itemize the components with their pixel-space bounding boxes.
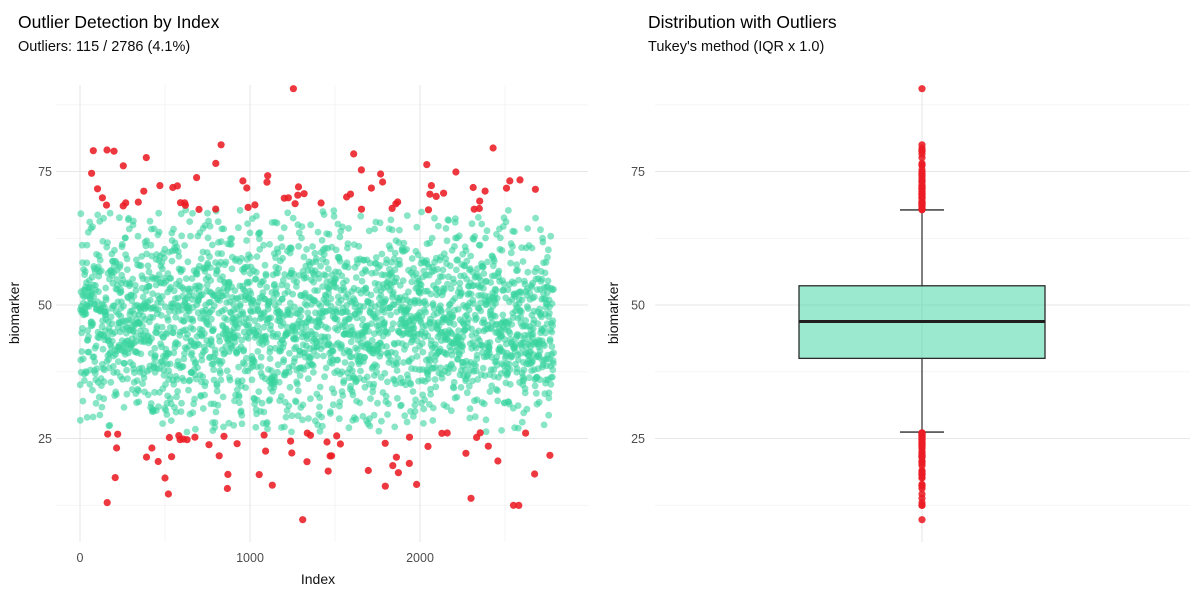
scatter-xtick-0: 0 xyxy=(77,551,84,565)
boxplot-panel: Distribution with Outliers Tukey's metho… xyxy=(605,12,1190,542)
scatter-subtitle: Outliers: 115 / 2786 (4.1%) xyxy=(18,39,190,55)
boxplot-geometry xyxy=(798,209,1046,433)
scatter-points-outlier xyxy=(88,85,554,524)
scatter-ytick-50: 50 xyxy=(38,299,52,313)
boxplot-ytick-75: 75 xyxy=(631,165,645,179)
boxplot-subtitle: Tukey's method (IQR x 1.0) xyxy=(648,39,824,55)
scatter-xtick-2000: 2000 xyxy=(406,551,434,565)
boxplot-ytick-50: 50 xyxy=(631,299,645,313)
scatter-ytick-25: 25 xyxy=(38,432,52,446)
scatter-panel: Outlier Detection by Index Outliers: 115… xyxy=(6,12,588,587)
scatter-ytick-75: 75 xyxy=(38,165,52,179)
boxplot-outlier-points xyxy=(918,85,926,524)
scatter-yaxis-title: biomarker xyxy=(6,282,22,345)
boxplot-title: Distribution with Outliers xyxy=(648,12,837,32)
scatter-xaxis-title: Index xyxy=(301,571,335,587)
boxplot-ytick-25: 25 xyxy=(631,432,645,446)
scatter-xtick-1000: 1000 xyxy=(236,551,264,565)
boxplot-yaxis-title: biomarker xyxy=(605,282,621,345)
scatter-title: Outlier Detection by Index xyxy=(18,12,220,32)
scatter-points-normal xyxy=(76,206,557,436)
